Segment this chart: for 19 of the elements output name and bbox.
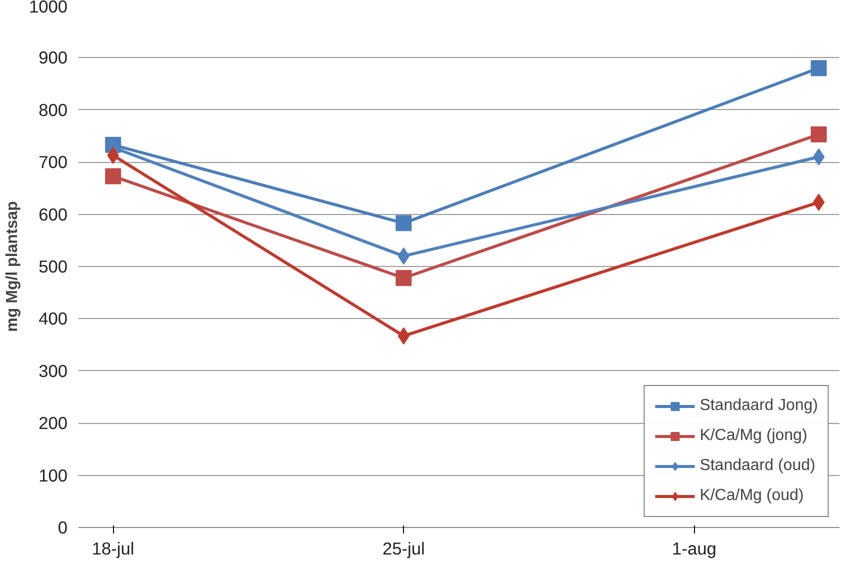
- y-tick-label: 800: [38, 100, 68, 120]
- y-tick-label: 400: [38, 308, 68, 329]
- x-tick-label: 1-aug: [672, 538, 716, 558]
- legend-label: Standaard (oud): [700, 457, 816, 475]
- y-tick-label: 100: [38, 465, 68, 486]
- y-axis-title: mg Mg/l plantsap: [4, 200, 21, 332]
- y-tick-label: 1000: [28, 0, 68, 16]
- y-tick-label: 0: [58, 518, 68, 538]
- y-tick-label: 500: [38, 256, 68, 276]
- y-tick-label: 900: [38, 48, 68, 68]
- legend-label: K/Ca/Mg (jong): [700, 427, 808, 445]
- legend-label: Standaard Jong): [700, 397, 818, 415]
- legend-label: K/Ca/Mg (oud): [700, 487, 804, 505]
- y-tick-label: 600: [38, 204, 68, 224]
- x-tick-label: 18-jul: [92, 538, 134, 558]
- x-tick-label: 25-jul: [382, 538, 425, 558]
- y-tick-label: 700: [38, 152, 68, 172]
- y-tick-label: 300: [38, 360, 68, 381]
- y-tick-label: 200: [38, 413, 68, 434]
